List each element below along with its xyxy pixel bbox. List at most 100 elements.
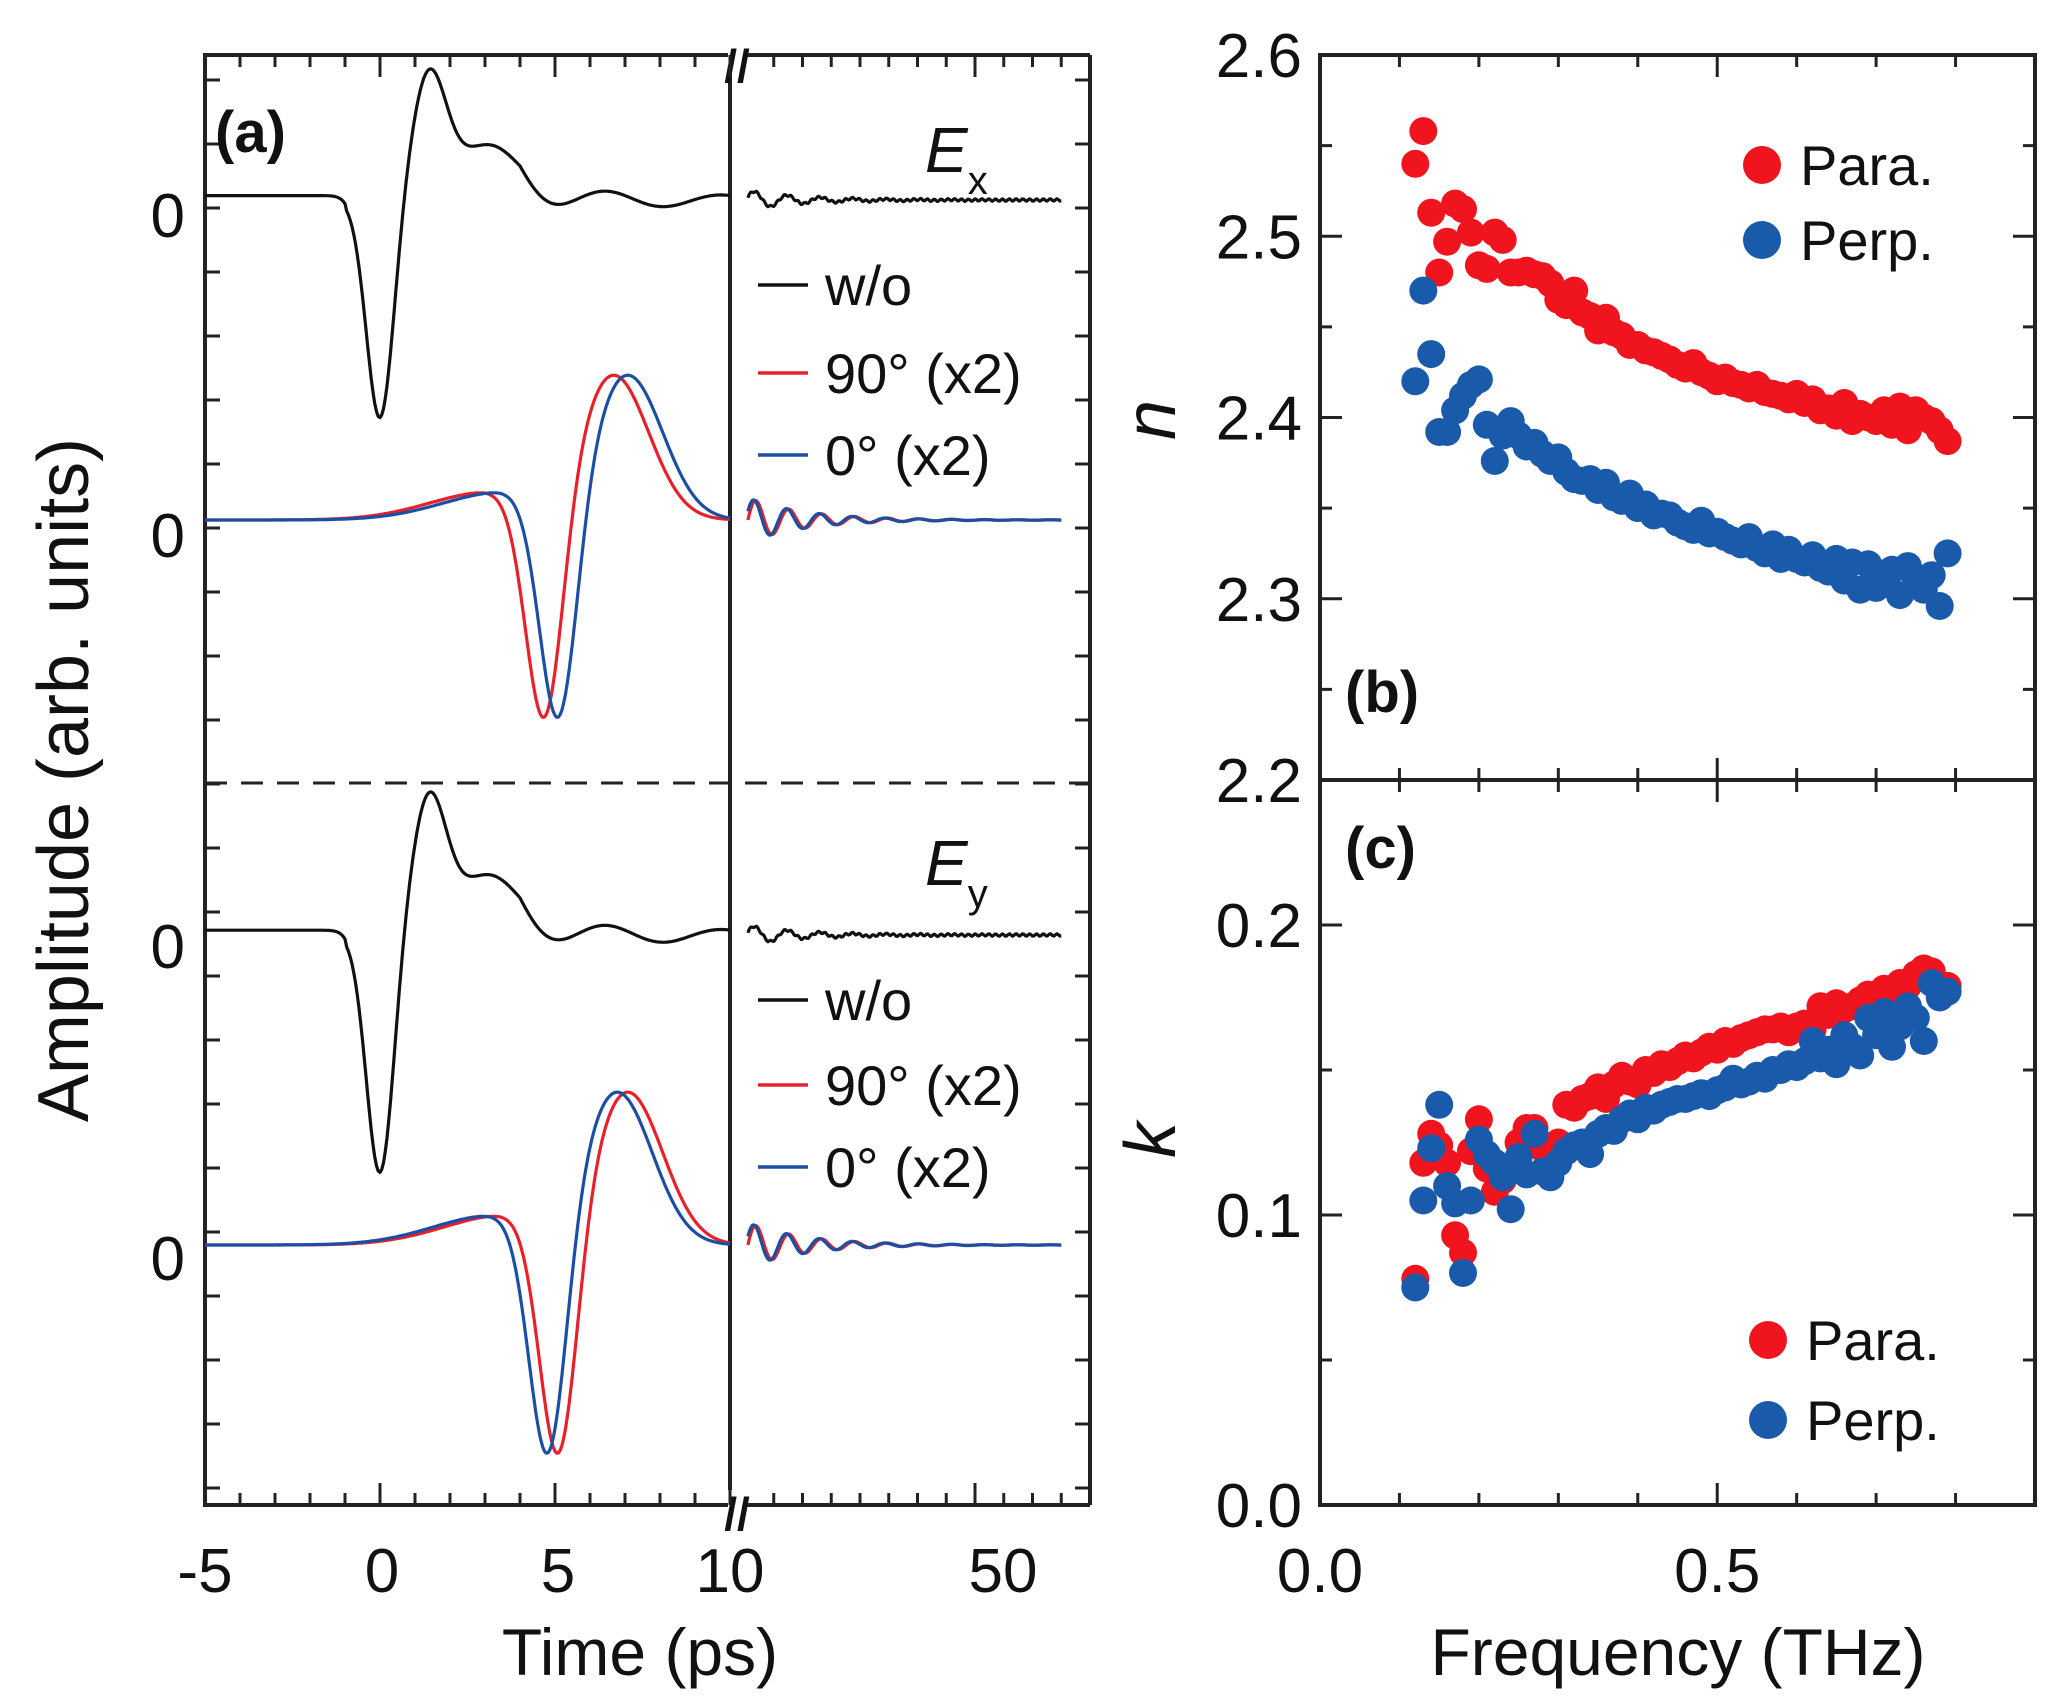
panel-a-break-gap-bottom	[728, 1490, 746, 1520]
b-point-perp	[1464, 365, 1493, 394]
panel-label-a: (a)	[215, 100, 286, 165]
trace-ex-90	[205, 373, 731, 719]
c-point-perp	[1496, 1195, 1525, 1224]
c-point-perp	[1409, 1186, 1438, 1215]
panel-bc-scatter: 0.0 0.5 2.2 2.3 2.4 2.5 2.6 0.0 0.1 0.2 (b) (c) n…	[1111, 22, 2037, 1689]
panel-a-time-traces: // // 0 0 0 0 (a) Ex Ey w/o 90° (x2) 0° …	[24, 40, 1092, 1689]
b-point-para	[1472, 254, 1501, 283]
panel-c-points	[1401, 954, 1962, 1302]
b-ytick-label: 2.4	[1216, 385, 1302, 454]
c-point-perp	[1425, 1090, 1454, 1119]
b-point-para	[1409, 117, 1438, 146]
a-xtick-5: 5	[541, 1537, 575, 1606]
legend-c-para-marker	[1749, 1321, 1787, 1359]
legend-ey: w/o 90° (x2) 0° (x2)	[758, 969, 1022, 1199]
c-ytick-label: 0.1	[1216, 1182, 1302, 1251]
b-ytick-label: 2.2	[1216, 747, 1302, 816]
trace-ey-wo	[205, 790, 731, 1174]
a-xtick-0: 0	[365, 1537, 399, 1606]
zero-label-ey-2: 0	[151, 1225, 185, 1294]
trace-ex-wo-tail	[746, 189, 1062, 209]
trace-ey-wo-tail	[746, 924, 1062, 944]
field-ex-sub: x	[968, 159, 988, 203]
trace-ey-0-tail	[746, 1223, 1062, 1262]
b-point-para	[1449, 195, 1477, 224]
trace-ex-0-tail	[746, 498, 1062, 537]
b-point-perp	[1417, 340, 1446, 369]
panel-a-ticks	[203, 55, 1090, 1505]
c-point-perp	[1909, 1027, 1938, 1055]
c-ylabel: k	[1111, 1118, 1191, 1158]
c-xlabel: Frequency (THz)	[1430, 1615, 1925, 1689]
legend-c: Para. Perp.	[1749, 1309, 1940, 1452]
b-point-perp	[1480, 447, 1509, 475]
legend-c-para: Para.	[1806, 1309, 1940, 1372]
field-ey-letter: E	[925, 827, 969, 899]
b-point-perp	[1401, 367, 1430, 396]
a-xtick-50: 50	[969, 1537, 1038, 1606]
panel-a-traces	[205, 67, 1062, 1455]
field-label-ex: Ex	[925, 114, 988, 203]
c-point-perp	[1901, 1003, 1930, 1032]
legend-b-perp: Perp.	[1800, 209, 1934, 272]
field-ex-letter: E	[925, 114, 969, 186]
a-xtick-m5: -5	[177, 1537, 232, 1606]
c-point-perp	[1401, 1273, 1430, 1302]
trace-ex-wo	[205, 67, 731, 420]
b-point-para	[1425, 258, 1454, 287]
b-ytick-label: 2.5	[1216, 203, 1302, 272]
panel-label-b: (b)	[1345, 660, 1419, 725]
legend-c-perp-marker	[1749, 1401, 1787, 1439]
b-point-para	[1433, 227, 1462, 256]
b-point-perp	[1925, 592, 1954, 620]
field-label-ey: Ey	[925, 827, 988, 916]
panel-a-frame-left	[203, 53, 732, 1507]
c-point-perp	[1449, 1259, 1477, 1287]
field-ey-sub: y	[968, 872, 988, 916]
b-point-para	[1933, 427, 1962, 456]
c-point-para	[1449, 1238, 1477, 1267]
trace-ex-0	[205, 373, 731, 719]
c-point-perp	[1456, 1186, 1485, 1215]
axis-break-bottom: //	[724, 1488, 750, 1540]
panel-b-points	[1401, 117, 1962, 620]
zero-label-ex-2: 0	[151, 502, 185, 571]
legend-ex: w/o 90° (x2) 0° (x2)	[758, 254, 1022, 487]
b-point-perp	[1409, 276, 1438, 305]
legend-ey-0: 0° (x2)	[825, 1136, 991, 1199]
b-point-para	[1560, 276, 1589, 305]
b-point-para	[1488, 225, 1517, 254]
b-ytick-label: 2.3	[1216, 566, 1302, 635]
c-xtick-label: 0.5	[1674, 1537, 1760, 1606]
c-point-perp	[1933, 977, 1962, 1006]
c-point-perp	[1488, 1163, 1517, 1192]
a-ylabel: Amplitude (arb. units)	[24, 438, 104, 1122]
trace-ey-0	[205, 1090, 731, 1455]
c-point-perp	[1846, 1041, 1875, 1070]
legend-b-perp-marker	[1743, 221, 1781, 259]
c-point-perp	[1417, 1134, 1446, 1163]
panel-a-break-gap-top	[728, 40, 746, 70]
legend-ey-90: 90° (x2)	[825, 1054, 1022, 1117]
legend-b-para-marker	[1743, 146, 1781, 184]
legend-b-para: Para.	[1800, 134, 1934, 197]
b-point-perp	[1433, 418, 1462, 446]
legend-ey-wo: w/o	[824, 969, 912, 1032]
b-ylabel: n	[1111, 400, 1191, 440]
c-ytick-label: 0.0	[1216, 1472, 1302, 1541]
zero-label-ex-1: 0	[151, 182, 185, 251]
b-point-para	[1401, 149, 1430, 178]
c-point-perp	[1520, 1119, 1549, 1148]
c-point-para	[1464, 1105, 1493, 1134]
panel-c-frame	[1318, 778, 2037, 1507]
legend-ex-wo: w/o	[824, 254, 912, 317]
zero-label-ey-1: 0	[151, 913, 185, 982]
c-ytick-label: 0.2	[1216, 892, 1302, 961]
a-xtick-10: 10	[696, 1537, 765, 1606]
b-point-para	[1417, 198, 1446, 227]
panel-bc-ticks	[1318, 53, 2037, 1507]
legend-b: Para. Perp.	[1743, 134, 1934, 272]
b-point-para	[1456, 218, 1485, 247]
b-point-perp	[1917, 561, 1946, 590]
